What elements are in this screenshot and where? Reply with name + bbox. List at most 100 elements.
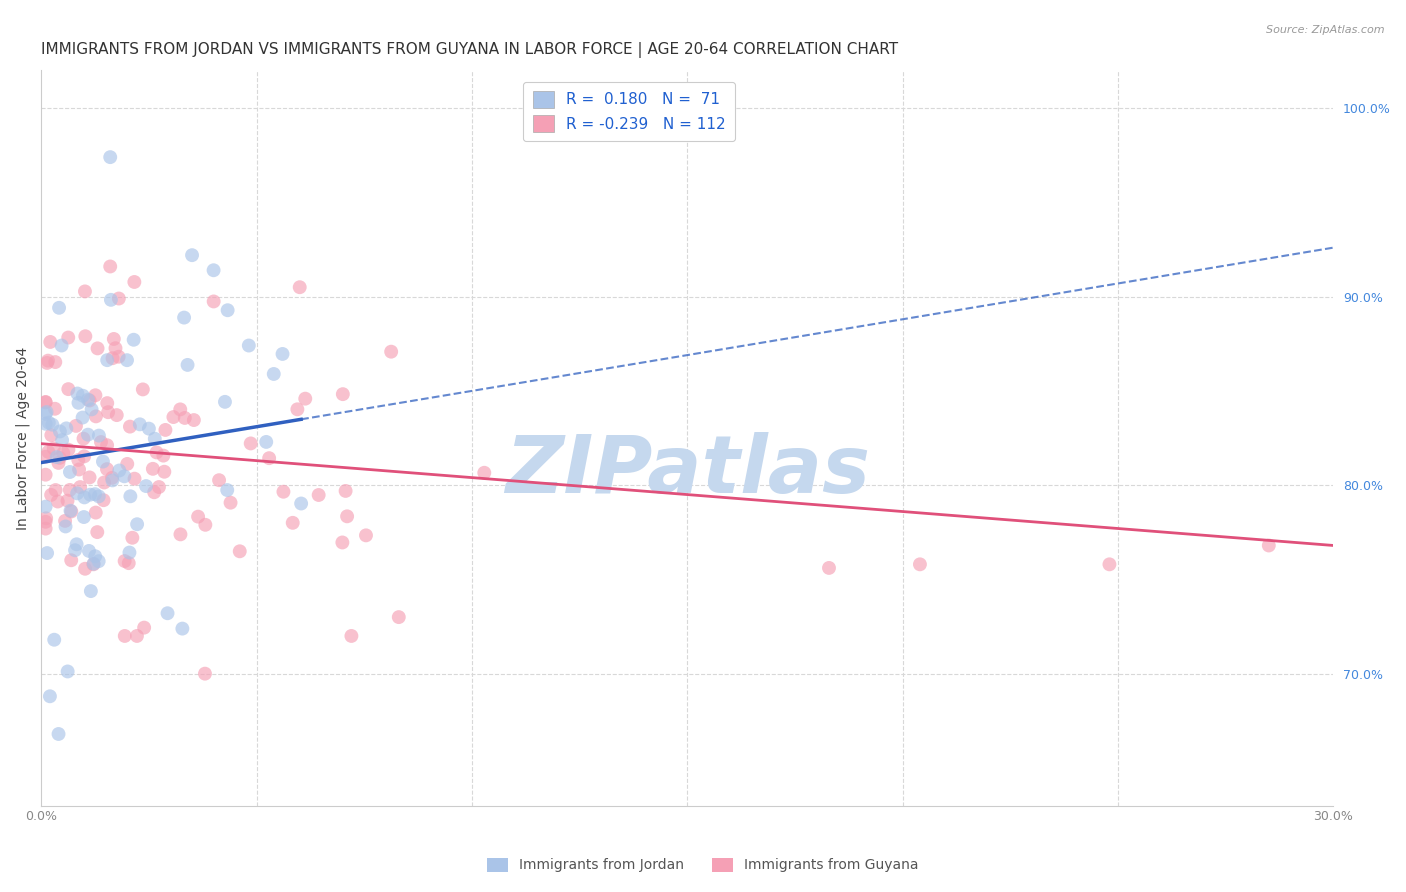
Point	[34, 395, 56, 409]
Point	[34, 515, 56, 529]
Point	[104, 341, 127, 355]
Point	[87, 489, 110, 503]
Point	[388, 610, 411, 624]
Point	[37, 546, 59, 560]
Point	[39, 428, 62, 442]
Point	[818, 561, 841, 575]
Point	[34, 407, 56, 421]
Point	[100, 293, 122, 307]
Point	[115, 353, 138, 368]
Point	[44, 632, 66, 647]
Point	[138, 422, 160, 436]
Point	[86, 525, 108, 540]
Point	[41, 417, 63, 432]
Point	[44, 355, 66, 369]
Point	[65, 537, 87, 551]
Point	[55, 421, 77, 435]
Point	[66, 486, 89, 500]
Point	[238, 338, 260, 352]
Point	[105, 408, 128, 422]
Point	[1098, 558, 1121, 572]
Point	[335, 483, 357, 498]
Point	[273, 484, 295, 499]
Point	[155, 423, 177, 437]
Point	[38, 416, 60, 430]
Point	[96, 438, 118, 452]
Point	[112, 469, 135, 483]
Point	[79, 393, 101, 408]
Point	[332, 387, 354, 401]
Point	[59, 483, 82, 497]
Point	[108, 463, 131, 477]
Point	[908, 558, 931, 572]
Point	[134, 621, 156, 635]
Point	[79, 488, 101, 502]
Point	[208, 473, 231, 487]
Point	[75, 329, 97, 343]
Point	[84, 487, 107, 501]
Point	[118, 419, 141, 434]
Point	[172, 622, 194, 636]
Point	[187, 509, 209, 524]
Point	[121, 531, 143, 545]
Point	[239, 436, 262, 450]
Point	[75, 562, 97, 576]
Point	[49, 425, 72, 439]
Point	[308, 488, 330, 502]
Point	[101, 474, 124, 488]
Text: Source: ZipAtlas.com: Source: ZipAtlas.com	[1267, 25, 1385, 35]
Point	[135, 479, 157, 493]
Point	[143, 485, 166, 500]
Point	[56, 665, 79, 679]
Point	[84, 506, 107, 520]
Point	[96, 462, 118, 476]
Point	[148, 480, 170, 494]
Point	[84, 388, 107, 402]
Point	[103, 332, 125, 346]
Point	[48, 727, 70, 741]
Point	[142, 462, 165, 476]
Point	[173, 310, 195, 325]
Point	[63, 543, 86, 558]
Point	[176, 358, 198, 372]
Point	[34, 450, 56, 464]
Point	[271, 347, 294, 361]
Point	[340, 629, 363, 643]
Point	[67, 453, 90, 467]
Point	[263, 367, 285, 381]
Point	[127, 517, 149, 532]
Y-axis label: In Labor Force | Age 20-64: In Labor Force | Age 20-64	[15, 346, 30, 530]
Text: IMMIGRANTS FROM JORDAN VS IMMIGRANTS FROM GUYANA IN LABOR FORCE | AGE 20-64 CORR: IMMIGRANTS FROM JORDAN VS IMMIGRANTS FRO…	[41, 42, 898, 58]
Point	[101, 471, 124, 485]
Point	[77, 392, 100, 407]
Point	[83, 557, 105, 571]
Point	[114, 554, 136, 568]
Point	[332, 535, 354, 549]
Point	[59, 504, 82, 518]
Point	[84, 549, 107, 564]
Point	[93, 475, 115, 490]
Point	[37, 445, 59, 459]
Point	[1257, 539, 1279, 553]
Point	[73, 491, 96, 505]
Point	[229, 544, 252, 558]
Point	[87, 554, 110, 568]
Point	[72, 410, 94, 425]
Point	[97, 405, 120, 419]
Point	[257, 451, 280, 466]
Point	[69, 480, 91, 494]
Point	[34, 395, 56, 409]
Point	[60, 504, 83, 518]
Point	[217, 303, 239, 318]
Point	[96, 396, 118, 410]
Point	[118, 556, 141, 570]
Point	[162, 410, 184, 425]
Point	[37, 353, 59, 368]
Legend: R =  0.180   N =  71, R = -0.239   N = 112: R = 0.180 N = 71, R = -0.239 N = 112	[523, 82, 735, 141]
Point	[58, 442, 80, 457]
Point	[39, 690, 62, 704]
Point	[80, 584, 103, 599]
Point	[153, 465, 176, 479]
Point	[79, 470, 101, 484]
Point	[90, 435, 112, 450]
